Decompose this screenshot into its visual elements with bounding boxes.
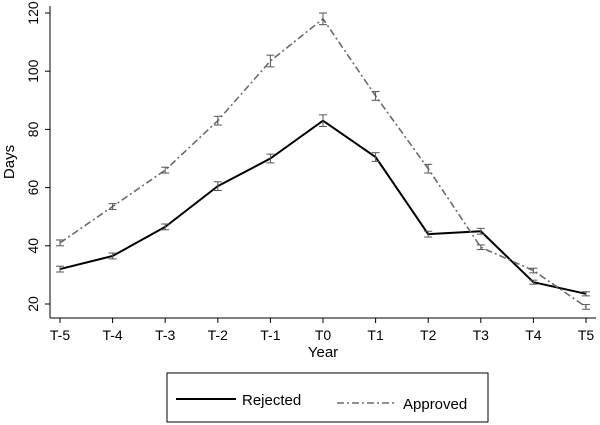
error-bar (161, 166, 170, 174)
error-bar (476, 244, 485, 251)
error-bar (582, 304, 590, 310)
error-bar (424, 230, 433, 238)
error-bar (529, 267, 538, 274)
legend: Rejected Approved (166, 372, 489, 423)
legend-label: Approved (403, 396, 467, 413)
error-bar (319, 114, 327, 127)
series-layer (56, 12, 590, 310)
series-rejected (56, 114, 590, 297)
series-line (59, 18, 587, 308)
y-tick-label: 80 (25, 121, 41, 137)
error-bar (108, 252, 117, 260)
error-bar (424, 163, 433, 174)
x-axis: T-5 T-4 T-3 T-2 T-1 T0 T1 T2 T3 T4 T5 (50, 318, 594, 343)
x-tick-label: T3 (473, 327, 490, 343)
y-tick-label: 100 (25, 59, 41, 83)
x-tick-label: T-5 (50, 327, 70, 343)
error-bar (319, 12, 327, 26)
x-tick-label: T-3 (155, 327, 175, 343)
series-approved (56, 12, 590, 310)
error-bar (213, 115, 222, 126)
series-line (59, 119, 587, 295)
x-tick-label: T0 (315, 327, 332, 343)
error-bar (266, 54, 275, 68)
error-bar (529, 279, 538, 285)
error-bar (371, 152, 380, 162)
y-tick-label: 40 (25, 238, 41, 254)
x-tick-label: T5 (578, 327, 595, 343)
y-tick-label: 20 (25, 296, 41, 312)
x-tick-label: T2 (420, 327, 437, 343)
plot-frame (49, 6, 596, 319)
error-bar (108, 203, 117, 210)
error-bar (56, 239, 64, 247)
y-tick-label: 120 (25, 1, 41, 25)
error-bar (161, 223, 170, 231)
x-tick-label: T4 (525, 327, 542, 343)
error-bar (371, 91, 380, 101)
x-tick-label: T1 (367, 327, 384, 343)
y-axis: 20 40 60 80 100 120 (25, 1, 50, 312)
x-tick-label: T-2 (208, 327, 228, 343)
error-bar (56, 265, 64, 273)
error-bar (213, 181, 222, 192)
x-axis-title: Year (308, 344, 338, 361)
legend-item-approved: Approved (337, 396, 467, 413)
y-tick-label: 60 (25, 180, 41, 196)
x-tick-label: T-1 (260, 327, 280, 343)
legend-label: Rejected (242, 392, 301, 409)
legend-item-rejected: Rejected (176, 392, 301, 409)
legend-box (166, 372, 489, 423)
error-bar (266, 153, 275, 164)
error-bar (476, 227, 485, 235)
error-bar (582, 291, 590, 297)
x-tick-label: T-4 (102, 327, 122, 343)
y-axis-title: Days (1, 145, 18, 179)
